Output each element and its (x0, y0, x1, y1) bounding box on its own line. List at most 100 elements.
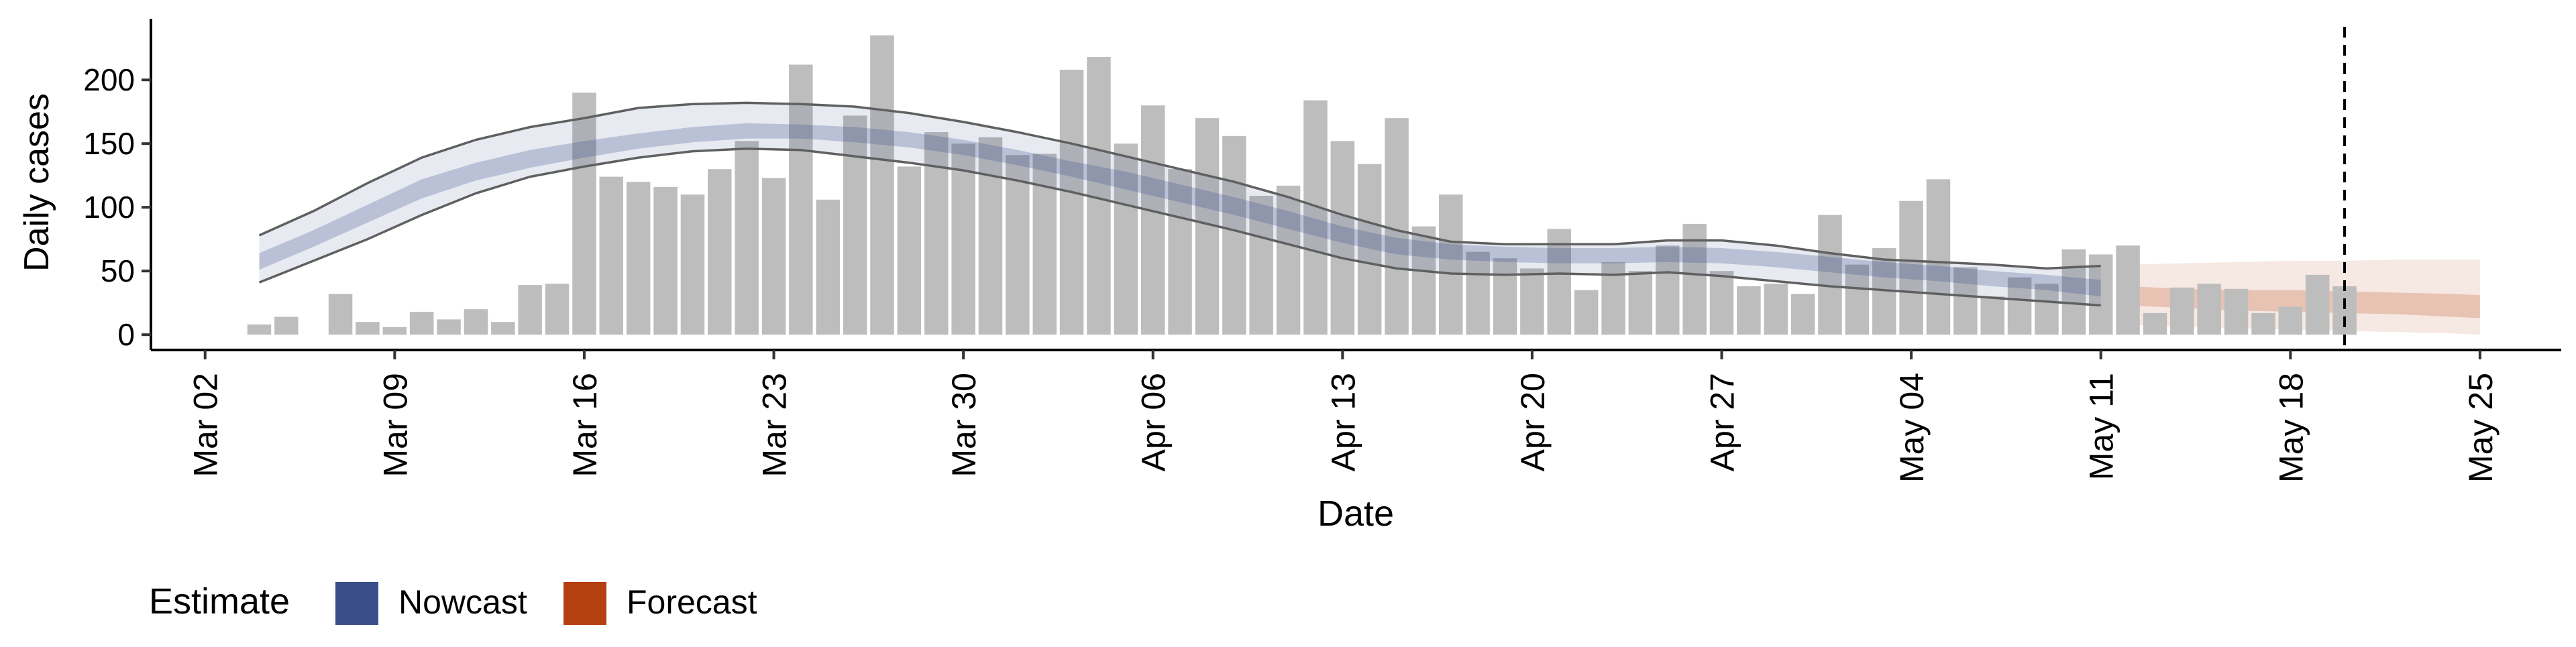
bar (626, 182, 651, 335)
bar (1222, 135, 1246, 335)
bar (1656, 245, 1680, 335)
bar (2278, 306, 2302, 335)
bar (1790, 294, 1815, 335)
x-tick-label: May 18 (2272, 373, 2310, 483)
legend-swatch (335, 582, 378, 625)
bar (680, 194, 705, 335)
bar (1439, 194, 1463, 335)
legend: Estimate Nowcast Forecast (149, 581, 757, 625)
bar (1547, 229, 1571, 335)
bar (1818, 215, 1842, 335)
bar (843, 115, 867, 335)
bar (1682, 223, 1707, 335)
nowcast-lower-line (258, 148, 2101, 307)
bar (2332, 286, 2357, 335)
bar (247, 325, 272, 335)
bar (356, 322, 380, 335)
bar (382, 327, 407, 335)
bar (464, 309, 488, 335)
bar (1926, 179, 1951, 335)
bar (870, 35, 894, 335)
bar (1411, 226, 1436, 335)
bar (1006, 155, 1030, 335)
nowcast-layer (258, 101, 2101, 307)
bar (2035, 284, 2059, 335)
bar (1709, 271, 1734, 335)
bar (1764, 284, 1788, 335)
y-tick-label: 0 (117, 317, 135, 352)
legend-title: Estimate (149, 581, 290, 622)
bar (2007, 277, 2032, 335)
bar (708, 169, 732, 335)
bar (1845, 264, 1870, 335)
y-tick-label: 150 (83, 126, 135, 161)
bar (978, 137, 1003, 335)
legend-label: Nowcast (398, 583, 527, 621)
x-tick-label: Mar 16 (566, 373, 604, 477)
bar (2251, 312, 2275, 335)
bar (761, 178, 786, 335)
x-tick-label: Apr 13 (1324, 373, 1362, 471)
x-axis-label: Date (1318, 493, 1394, 534)
bar (1493, 258, 1517, 335)
bar (2305, 274, 2330, 335)
bar (897, 166, 922, 335)
bar (951, 143, 975, 335)
bar (2143, 312, 2167, 335)
x-tick-label: May 11 (2083, 373, 2121, 480)
x-tick-label: May 25 (2462, 373, 2500, 483)
bar (653, 186, 678, 335)
bar (328, 294, 353, 335)
y-tick-label: 200 (83, 62, 135, 97)
nowcast-outer-band (259, 103, 2101, 306)
bar (1114, 143, 1138, 335)
y-axis-label: Daily cases (17, 93, 56, 272)
bar (2061, 249, 2086, 335)
bar (1168, 169, 1192, 335)
x-tick-label: Apr 20 (1514, 373, 1552, 471)
bar (1520, 268, 1544, 335)
bar (816, 199, 840, 335)
x-tick-label: Mar 02 (187, 373, 225, 477)
bar (1980, 296, 2004, 335)
y-tick-label: 50 (101, 253, 135, 288)
y-tick-label: 100 (83, 190, 135, 225)
bar (1466, 251, 1490, 335)
bar (437, 319, 461, 335)
bar (1628, 271, 1653, 335)
bar (1276, 185, 1301, 335)
bar (1357, 164, 1382, 335)
nowcast-inner-band (259, 123, 2101, 297)
bar (1953, 267, 1978, 335)
bar (1059, 70, 1084, 335)
bar (1385, 118, 1409, 335)
x-tick-label: Apr 27 (1704, 373, 1741, 471)
bar (545, 284, 570, 335)
bar (518, 285, 542, 335)
bar (2197, 284, 2221, 335)
bar (1141, 105, 1165, 335)
legend-label: Forecast (627, 583, 757, 621)
bar (409, 312, 434, 335)
bar (572, 93, 596, 335)
x-tick-label: Mar 30 (945, 373, 983, 477)
bar (1899, 200, 1923, 335)
legend-swatch (564, 582, 606, 625)
bar (274, 316, 299, 335)
bar (2116, 245, 2140, 335)
x-tick-label: Apr 06 (1135, 373, 1173, 471)
x-tick-label: May 04 (1893, 373, 1931, 483)
x-tick-label: Mar 09 (376, 373, 414, 477)
bar (599, 176, 623, 335)
bar (1574, 290, 1599, 335)
bar (1330, 141, 1355, 335)
x-tick-label: Mar 23 (756, 373, 794, 477)
bar (491, 322, 515, 335)
bar (2224, 288, 2249, 335)
bar (1737, 286, 1761, 335)
bar (1303, 100, 1328, 335)
bar (2170, 287, 2194, 335)
bar (789, 64, 813, 335)
